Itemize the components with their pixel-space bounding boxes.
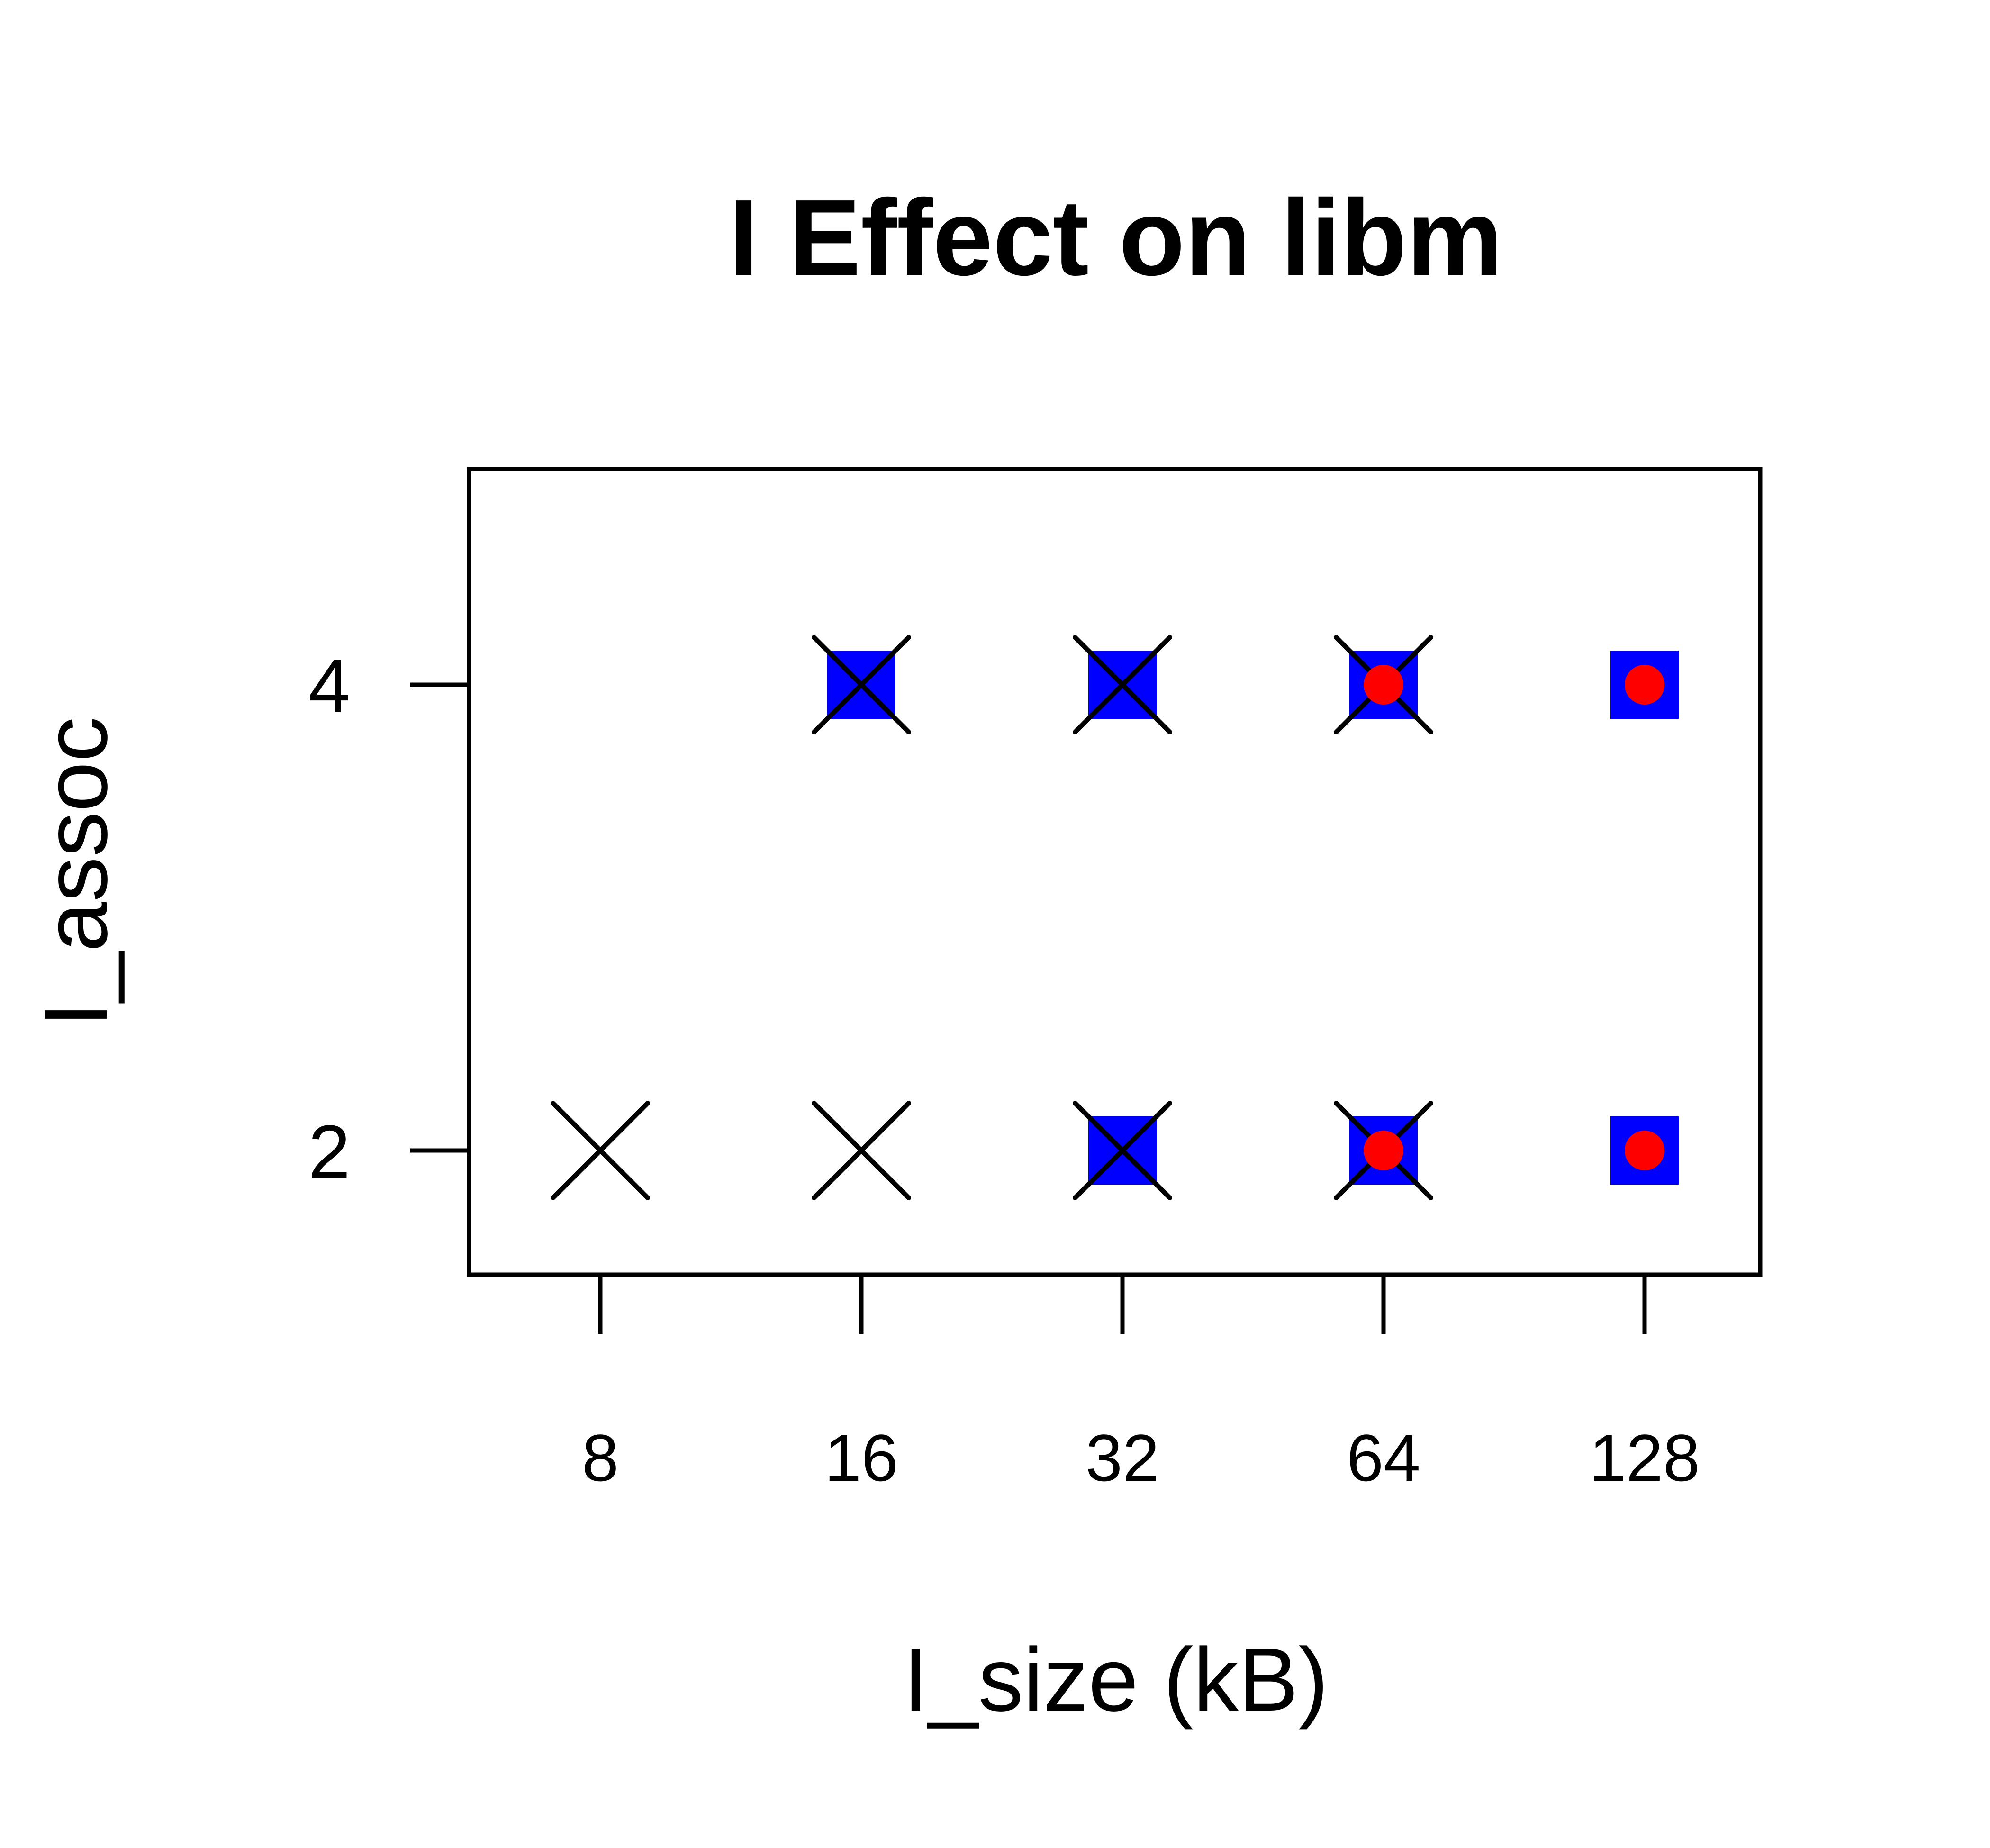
x-axis-label: I_size (kB)	[903, 1630, 1328, 1730]
circle-point	[1625, 665, 1664, 705]
y-tick-label: 4	[308, 643, 351, 728]
x-tick-label: 32	[1085, 1421, 1159, 1495]
x-point-stroke	[1073, 635, 1172, 734]
circle-point	[1364, 665, 1403, 705]
x-tick-label: 64	[1347, 1421, 1420, 1495]
x-tick-label: 8	[582, 1421, 619, 1495]
x-point-stroke	[551, 1101, 650, 1200]
y-axis: 24	[308, 643, 469, 1194]
plot-frame	[467, 467, 1763, 1277]
x-point-stroke	[1073, 1101, 1172, 1200]
circle-point	[1364, 1131, 1403, 1170]
chart-title: I Effect on libm	[729, 178, 1503, 298]
y-tick-label: 2	[308, 1109, 351, 1194]
x-point	[1073, 635, 1172, 734]
x-point	[812, 635, 911, 734]
x-point-stroke	[812, 635, 911, 734]
x-point-stroke	[812, 1101, 911, 1200]
marks-layer	[551, 635, 1679, 1200]
x-tick-label: 128	[1589, 1421, 1700, 1495]
x-point	[812, 1101, 911, 1200]
x-tick-label: 16	[824, 1421, 898, 1495]
circle-point	[1625, 1131, 1664, 1170]
y-axis-label: I_assoc	[26, 717, 126, 1027]
x-axis: 8 16 32 64 128	[582, 1275, 1700, 1495]
x-point	[551, 1101, 650, 1200]
x-point	[1073, 1101, 1172, 1200]
